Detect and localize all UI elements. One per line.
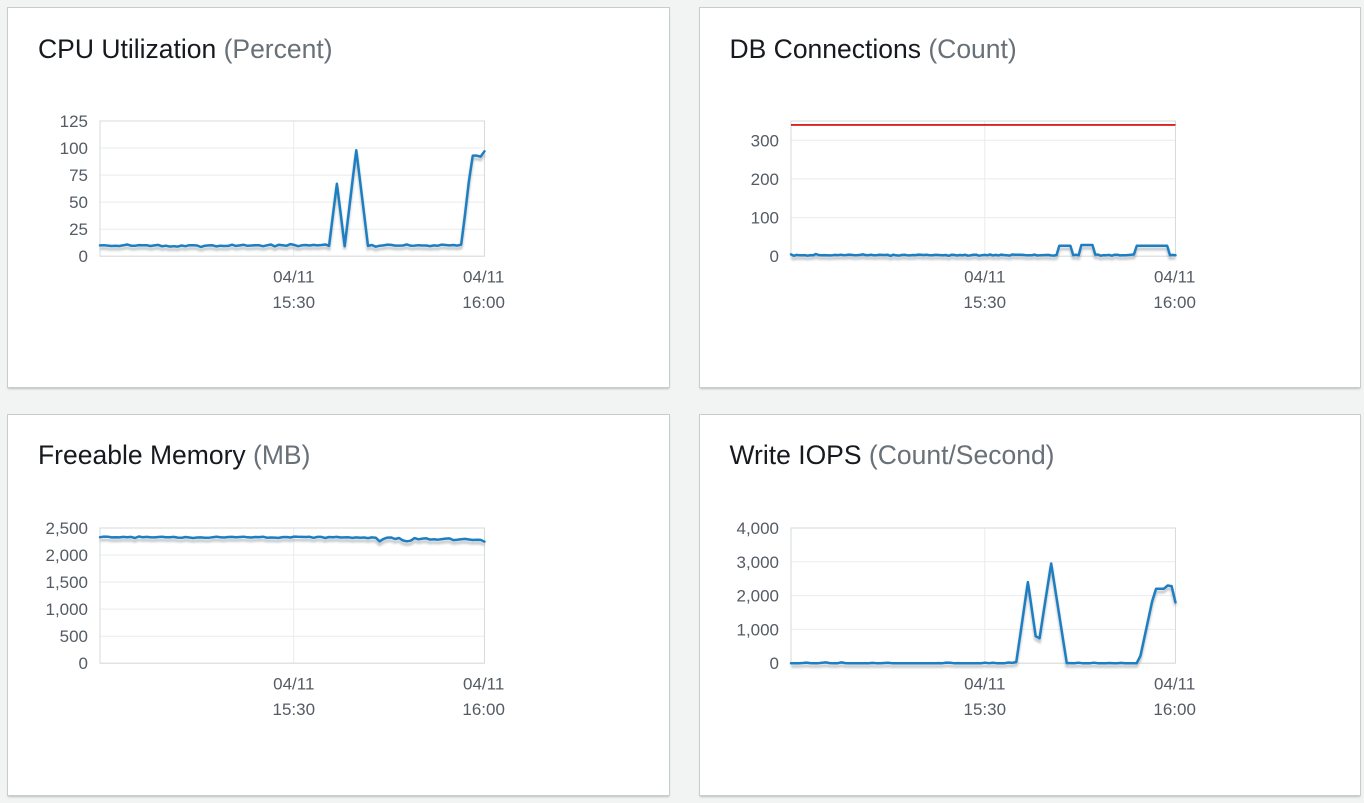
svg-text:16:00: 16:00 [462, 293, 505, 312]
svg-text:0: 0 [770, 654, 779, 673]
svg-text:16:00: 16:00 [462, 700, 505, 719]
svg-text:04/11: 04/11 [463, 674, 504, 693]
svg-text:3,000: 3,000 [737, 552, 780, 571]
svg-text:200: 200 [751, 170, 779, 189]
svg-text:0: 0 [78, 654, 87, 673]
svg-text:04/11: 04/11 [964, 267, 1005, 286]
svg-text:04/11: 04/11 [273, 267, 314, 286]
svg-text:16:00: 16:00 [1154, 700, 1197, 719]
svg-text:15:30: 15:30 [964, 700, 1007, 719]
svg-text:125: 125 [59, 112, 87, 131]
svg-text:15:30: 15:30 [964, 293, 1007, 312]
svg-text:0: 0 [78, 247, 87, 266]
svg-text:2,500: 2,500 [45, 518, 88, 537]
svg-text:04/11: 04/11 [273, 674, 314, 693]
svg-text:04/11: 04/11 [964, 674, 1005, 693]
svg-text:300: 300 [751, 131, 779, 150]
svg-text:1,000: 1,000 [737, 620, 780, 639]
svg-text:15:30: 15:30 [272, 700, 315, 719]
svg-text:0: 0 [770, 247, 779, 266]
svg-text:50: 50 [69, 193, 88, 212]
svg-text:1,000: 1,000 [45, 600, 88, 619]
svg-text:75: 75 [69, 166, 88, 185]
svg-text:2,000: 2,000 [45, 545, 88, 564]
svg-text:15:30: 15:30 [272, 293, 315, 312]
svg-text:04/11: 04/11 [1154, 267, 1195, 286]
svg-text:1,500: 1,500 [45, 573, 88, 592]
svg-text:2,000: 2,000 [737, 586, 780, 605]
svg-text:04/11: 04/11 [1154, 674, 1195, 693]
svg-text:500: 500 [59, 627, 87, 646]
svg-text:100: 100 [59, 139, 87, 158]
svg-text:16:00: 16:00 [1154, 293, 1197, 312]
svg-text:04/11: 04/11 [463, 267, 504, 286]
svg-text:100: 100 [751, 209, 779, 228]
svg-text:25: 25 [69, 220, 88, 239]
svg-text:4,000: 4,000 [737, 518, 780, 537]
